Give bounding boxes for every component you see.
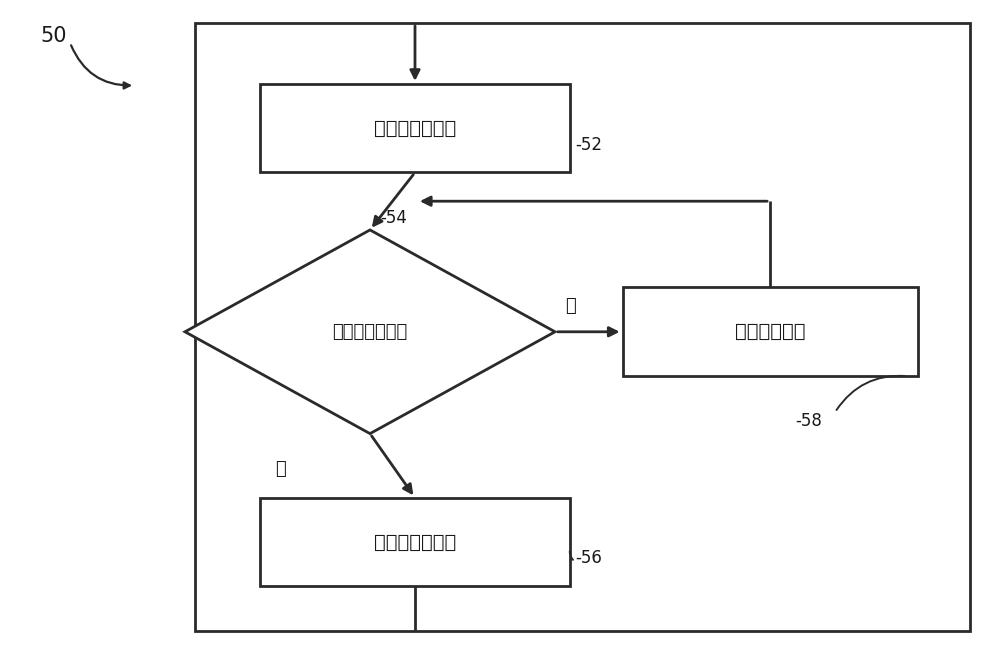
Text: 是: 是 — [275, 460, 285, 478]
Bar — [260, 498, 570, 587]
Bar — [622, 288, 918, 376]
Text: -56: -56 — [575, 549, 602, 568]
Text: 50: 50 — [40, 26, 66, 46]
Polygon shape — [185, 230, 555, 434]
FancyArrowPatch shape — [570, 551, 573, 560]
Text: 增加电力产生: 增加电力产生 — [735, 323, 805, 341]
Bar — [195, 23, 970, 631]
Text: 否: 否 — [565, 298, 576, 315]
Text: -54: -54 — [380, 209, 407, 227]
Bar — [260, 83, 570, 172]
FancyArrowPatch shape — [71, 45, 130, 89]
Text: 接收活动的指示: 接收活动的指示 — [374, 119, 456, 137]
FancyArrowPatch shape — [837, 376, 905, 410]
Text: -52: -52 — [575, 135, 602, 154]
Text: -58: -58 — [795, 413, 822, 430]
Text: 指示电力可用性: 指示电力可用性 — [374, 533, 456, 551]
Text: 电源在工作中？: 电源在工作中？ — [332, 323, 408, 341]
